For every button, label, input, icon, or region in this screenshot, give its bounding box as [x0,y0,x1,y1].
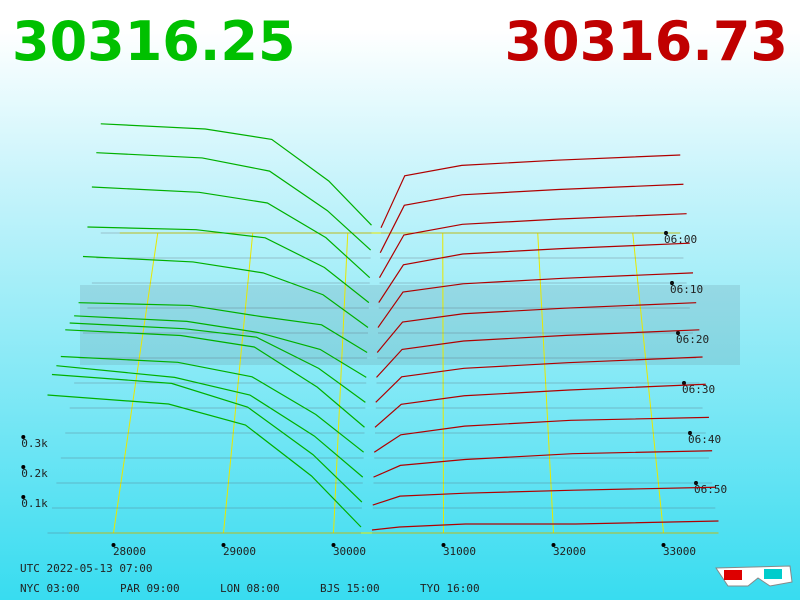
bid-price: 30316.25 [12,10,296,73]
z-tick-label: 0.2k [21,467,48,480]
bids-depth [69,322,366,403]
time-tick-label: 06:10 [670,283,703,296]
shade-band [80,285,740,365]
bids-depth [78,302,368,353]
asks-depth [378,213,687,278]
asks-depth [375,356,703,403]
z-tick-label: 0.3k [21,437,48,450]
bids-depth [91,186,371,279]
city-clock: TYO 16:00 [420,582,480,595]
utc-clock: UTC 2022-05-13 07:00 [20,562,152,575]
x-tick-label: 30000 [333,545,366,558]
x-tick-label: 33000 [663,545,696,558]
x-tick-label: 32000 [553,545,586,558]
bids-depth [51,373,363,503]
tick-dot [221,543,226,547]
asks-depth [376,329,700,378]
tick-dot [661,543,666,547]
tick-dot [21,435,26,439]
glasses-icon [715,565,793,587]
time-tick-label: 06:50 [694,483,727,496]
bids-depth [82,255,369,329]
asks-depth [374,383,706,428]
z-tick-label: 0.1k [21,497,48,510]
city-clock: BJS 15:00 [320,582,380,595]
bids-depth [96,152,372,251]
tick-dot [551,543,556,547]
tick-dot [111,543,116,547]
asks-depth [378,242,690,303]
x-tick-label: 28000 [113,545,146,558]
bids-depth [60,355,364,453]
asks-depth [373,450,713,478]
bids-depth [74,315,367,378]
bids-depth [100,123,372,226]
tick-dot [21,495,26,499]
tick-dot [441,543,446,547]
asks-depth [371,520,719,531]
cyan-lens [764,569,782,579]
bids-depth [65,329,365,428]
asks-depth [379,183,684,254]
asks-depth [372,486,716,506]
x-tick-label: 31000 [443,545,476,558]
bids-depth [87,226,370,304]
asks-depth [376,302,697,353]
city-clock: NYC 03:00 [20,582,80,595]
city-clock: LON 08:00 [220,582,280,595]
ask-price: 30316.73 [504,10,788,73]
tick-dot [331,543,336,547]
time-tick-label: 06:30 [682,383,715,396]
time-tick-label: 06:20 [676,333,709,346]
bids-depth [56,365,364,478]
asks-depth [377,272,694,328]
city-clock: PAR 09:00 [120,582,180,595]
time-tick-label: 06:40 [688,433,721,446]
plot: 28000 29000 30000 31000 32000 3300006:0006:10… [21,123,727,558]
bids-depth [47,394,362,528]
tick-dot [21,465,26,469]
asks-depth [373,416,709,453]
red-lens [724,570,742,580]
asks-depth [380,154,681,229]
x-tick-label: 29000 [223,545,256,558]
